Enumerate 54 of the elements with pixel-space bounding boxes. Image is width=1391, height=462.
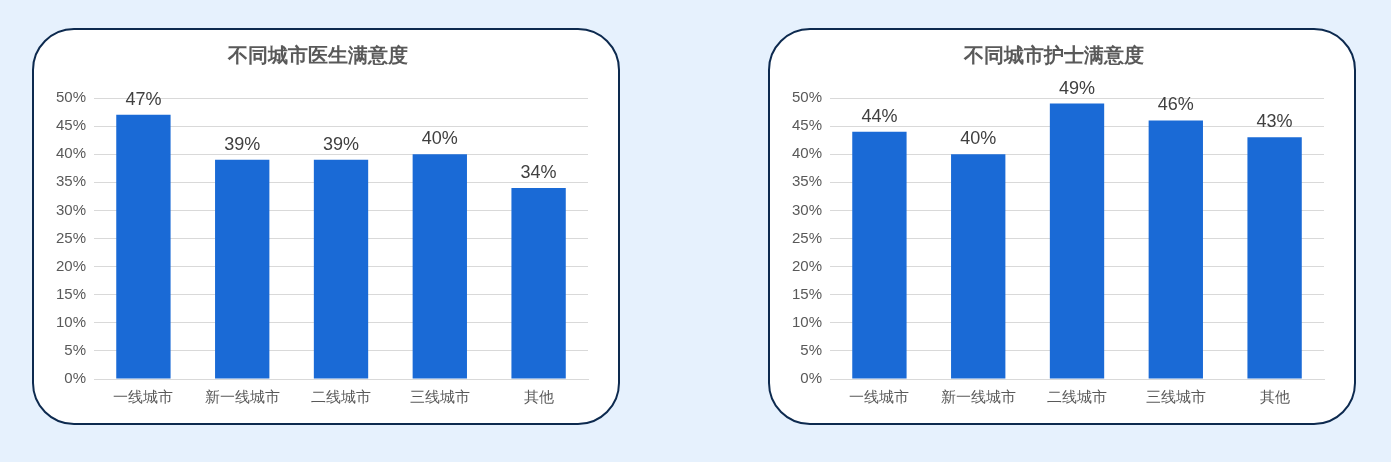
y-tick-label: 5% <box>64 341 87 359</box>
y-tick-label: 10% <box>55 312 87 330</box>
data-label: 49% <box>1059 77 1096 98</box>
bar <box>1247 137 1302 379</box>
y-tick-label: 50% <box>55 88 87 106</box>
x-tick-label: 一线城市 <box>849 388 910 406</box>
bar <box>313 159 369 379</box>
x-tick-label: 二线城市 <box>311 388 372 406</box>
data-label: 34% <box>520 161 557 182</box>
data-label: 46% <box>1157 94 1194 115</box>
x-tick-label: 三线城市 <box>1145 388 1206 406</box>
x-tick-label: 新一线城市 <box>940 388 1016 406</box>
y-tick-label: 15% <box>55 284 87 302</box>
x-tick-label: 二线城市 <box>1047 388 1108 406</box>
x-tick-label: 一线城市 <box>113 388 174 406</box>
data-label: 40% <box>421 128 458 149</box>
data-label: 47% <box>125 88 162 109</box>
y-tick-label: 20% <box>791 256 823 274</box>
y-tick-label: 30% <box>791 200 823 218</box>
y-tick-label: 0% <box>64 369 87 387</box>
data-label: 43% <box>1256 111 1293 132</box>
data-label: 44% <box>861 105 898 126</box>
bar <box>951 154 1006 379</box>
y-tick-label: 25% <box>791 228 823 246</box>
x-tick-label: 新一线城市 <box>204 388 280 406</box>
bar <box>1148 120 1203 379</box>
y-tick-label: 45% <box>791 116 823 134</box>
x-tick-label: 其他 <box>1259 388 1290 406</box>
bar <box>215 159 270 379</box>
data-label: 40% <box>960 128 997 149</box>
bar <box>412 154 467 379</box>
bar <box>116 114 171 379</box>
bar <box>852 131 907 379</box>
y-tick-label: 30% <box>55 200 87 218</box>
y-tick-label: 35% <box>55 172 87 190</box>
bar <box>1049 103 1105 379</box>
y-tick-label: 35% <box>791 172 823 190</box>
y-tick-label: 10% <box>791 312 823 330</box>
y-tick-label: 5% <box>800 341 823 359</box>
bar <box>511 187 566 379</box>
y-tick-label: 20% <box>55 256 87 274</box>
y-tick-label: 15% <box>791 284 823 302</box>
data-label: 39% <box>323 133 360 154</box>
y-tick-label: 40% <box>55 144 87 162</box>
y-tick-label: 40% <box>791 144 823 162</box>
chart-title: 不同城市医生满意度 <box>227 43 408 66</box>
x-tick-label: 其他 <box>523 388 554 406</box>
y-tick-label: 50% <box>791 88 823 106</box>
y-tick-label: 25% <box>55 228 87 246</box>
chart-title: 不同城市护士满意度 <box>963 43 1144 66</box>
data-label: 39% <box>224 133 261 154</box>
y-tick-label: 45% <box>55 116 87 134</box>
y-tick-label: 0% <box>800 369 823 387</box>
x-tick-label: 三线城市 <box>409 388 470 406</box>
